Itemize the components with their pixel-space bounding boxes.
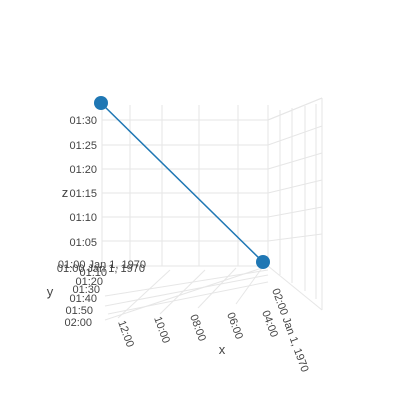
data-point[interactable] bbox=[256, 255, 270, 269]
grid-floor-diag bbox=[104, 265, 269, 321]
z-tick-label: 01:25 bbox=[69, 140, 97, 152]
z-tick-label: 01:05 bbox=[69, 237, 97, 249]
y-tick-label: 01:30 bbox=[72, 284, 100, 296]
y-tick-label: 01:50 bbox=[65, 305, 93, 317]
z-tick-label: 01:15 bbox=[69, 188, 97, 200]
grid-line-right-horizontal bbox=[267, 152, 323, 170]
x-axis-title: x bbox=[219, 342, 226, 357]
x-tick-label: 06:00 bbox=[224, 311, 245, 341]
grid-line-right-horizontal bbox=[267, 125, 323, 146]
y-tick-label: 01:00 Jan 1, 1970 bbox=[58, 259, 146, 271]
z-axis-title: z bbox=[62, 185, 69, 200]
z-tick-label: 01:30 bbox=[69, 115, 97, 127]
x-tick-label: 04:00 bbox=[259, 309, 280, 339]
grid-floor-line bbox=[197, 267, 237, 309]
x-tick-label: 12:00 bbox=[115, 319, 136, 349]
y-tick-label: 01:40 bbox=[69, 293, 97, 305]
x-tick-label: 08:00 bbox=[187, 313, 208, 343]
grid-floor-right-edge bbox=[267, 265, 323, 311]
y-tick-label: 01:10 bbox=[79, 267, 107, 279]
y-axis-title: y bbox=[47, 284, 54, 299]
axis-titles: z y x bbox=[47, 185, 226, 357]
grid-floor-line bbox=[159, 269, 206, 315]
grid-floor-line bbox=[107, 281, 269, 315]
grid-floor-line bbox=[104, 269, 269, 297]
series-line bbox=[100, 102, 264, 263]
tick-layer: 01:05 01:10 01:15 01:20 01:25 01:30 02:0001:50… bbox=[57, 115, 311, 374]
grid-line-right-horizontal bbox=[267, 179, 323, 194]
grid-line-right-horizontal bbox=[267, 206, 323, 218]
grid-line-right-horizontal bbox=[267, 233, 323, 242]
grid-floor-line bbox=[104, 274, 269, 307]
data-point[interactable] bbox=[94, 96, 108, 110]
grid-layer bbox=[101, 97, 323, 321]
z-tick-label: 01:20 bbox=[69, 164, 97, 176]
z-tick-label: 01:10 bbox=[69, 212, 97, 224]
y-tick-label: 01:00 Jan 1, 1970 bbox=[57, 263, 145, 275]
data-layer[interactable] bbox=[94, 96, 270, 269]
y-tick-label: 02:00 bbox=[64, 317, 92, 329]
x-tick-label: 10:00 bbox=[151, 315, 172, 345]
grid-line-right-horizontal bbox=[267, 97, 323, 121]
y-tick-label: 01:20 bbox=[75, 276, 103, 288]
